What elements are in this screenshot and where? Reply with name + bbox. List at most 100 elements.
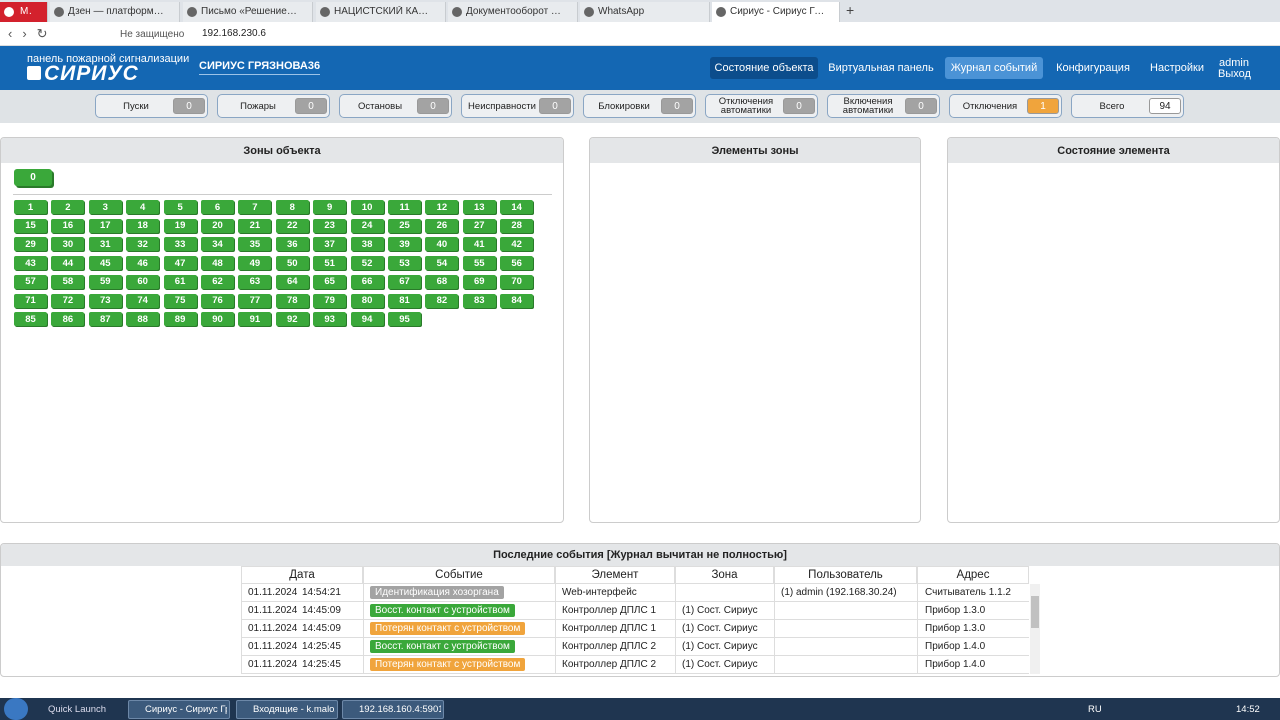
zone-button[interactable]: 77 — [238, 293, 272, 308]
zone-button[interactable]: 12 — [425, 200, 459, 214]
nav-buttons[interactable]: ‹›↻ — [8, 26, 58, 40]
zone-button[interactable]: 53 — [388, 256, 421, 271]
zone-button[interactable]: 51 — [313, 256, 347, 271]
zone-button[interactable]: 4 — [126, 200, 160, 214]
zone-group[interactable]: 0 — [14, 169, 52, 186]
zone-button[interactable]: 18 — [126, 218, 160, 233]
zone-button[interactable]: 70 — [500, 274, 534, 289]
counter[interactable]: Неисправности 0 — [461, 94, 574, 118]
zone-button[interactable]: 27 — [462, 218, 496, 233]
zone-button[interactable]: 82 — [425, 293, 459, 308]
zone-button[interactable]: 32 — [126, 237, 160, 252]
zone-button[interactable]: 43 — [14, 256, 47, 271]
zone-button[interactable]: 33 — [163, 237, 197, 252]
event-row[interactable] — [241, 638, 1029, 656]
nav-item[interactable]: Конфигурация — [1056, 62, 1130, 74]
zone-button[interactable]: 87 — [88, 312, 122, 327]
zone-button[interactable]: 49 — [238, 256, 272, 271]
zone-button[interactable]: 44 — [51, 256, 85, 271]
zone-button[interactable]: 16 — [51, 218, 85, 233]
zone-button[interactable]: 34 — [201, 237, 234, 252]
zone-button[interactable]: 2 — [51, 200, 85, 214]
counter[interactable]: Всего 94 — [1071, 94, 1184, 118]
zone-button[interactable]: 60 — [126, 274, 160, 289]
zone-button[interactable]: 37 — [313, 237, 347, 252]
event-row[interactable] — [241, 620, 1029, 638]
zone-button[interactable]: 94 — [350, 312, 384, 327]
column-header[interactable]: Дата — [241, 566, 363, 584]
zone-button[interactable]: 80 — [350, 293, 384, 308]
column-header[interactable]: Зона — [675, 566, 774, 584]
event-row[interactable] — [241, 584, 1029, 602]
browser-tab[interactable]: НАЦИСТСКИЙ КАРАТЕЛЬ — [316, 2, 446, 22]
browser-tab[interactable]: WhatsApp — [580, 2, 710, 22]
zone-button[interactable]: 13 — [462, 200, 496, 214]
zone-button[interactable]: 17 — [88, 218, 122, 233]
zone-button[interactable]: 86 — [51, 312, 85, 327]
zone-button[interactable]: 45 — [88, 256, 122, 271]
zone-button[interactable]: 52 — [350, 256, 384, 271]
column-header[interactable]: Событие — [363, 566, 555, 584]
zone-button[interactable]: 15 — [14, 218, 47, 233]
event-row[interactable] — [241, 656, 1029, 674]
zone-button[interactable]: 42 — [500, 237, 534, 252]
zone-button[interactable]: 90 — [201, 312, 234, 327]
scrollbar[interactable] — [1030, 584, 1040, 674]
zone-button[interactable]: 95 — [388, 312, 421, 327]
zone-button[interactable]: 26 — [425, 218, 459, 233]
nav-item[interactable]: Настройки — [1150, 62, 1204, 74]
zone-button[interactable]: 28 — [500, 218, 534, 233]
browser-tab[interactable]: Сириус - Сириус Грязнов — [712, 2, 840, 22]
browser-tab[interactable]: Документооборот государ — [448, 2, 578, 22]
zone-button[interactable]: 93 — [313, 312, 347, 327]
counter[interactable]: Отключения автоматики 0 — [705, 94, 818, 118]
zone-button[interactable]: 92 — [275, 312, 309, 327]
taskbar-item[interactable]: 192.168.160.4:5901 —... — [342, 700, 444, 719]
zone-button[interactable]: 35 — [238, 237, 272, 252]
zone-button[interactable]: 71 — [14, 293, 47, 308]
counter[interactable]: Отключения 1 — [949, 94, 1062, 118]
taskbar-item[interactable]: Сириус - Сириус Гр... — [128, 700, 230, 719]
zone-button[interactable]: 36 — [275, 237, 309, 252]
counter[interactable]: Пуски 0 — [95, 94, 208, 118]
zone-button[interactable]: 69 — [462, 274, 496, 289]
zone-button[interactable]: 7 — [238, 200, 272, 214]
zone-button[interactable]: 75 — [163, 293, 197, 308]
zone-button[interactable]: 58 — [51, 274, 85, 289]
zone-button[interactable]: 40 — [425, 237, 459, 252]
zone-button[interactable]: 6 — [201, 200, 234, 214]
zone-button[interactable]: 67 — [388, 274, 421, 289]
zone-button[interactable]: 9 — [313, 200, 347, 214]
zone-button[interactable]: 20 — [201, 218, 234, 233]
zone-button[interactable]: 19 — [163, 218, 197, 233]
zone-button[interactable]: 11 — [388, 200, 421, 214]
column-header[interactable]: Пользователь — [774, 566, 917, 584]
nav-item[interactable]: Состояние объекта — [710, 57, 818, 79]
zone-button[interactable]: 29 — [14, 237, 47, 252]
zone-button[interactable]: 88 — [126, 312, 160, 327]
taskbar-item[interactable]: Входящие - k.maloz... — [236, 700, 338, 719]
zone-button[interactable]: 47 — [163, 256, 197, 271]
zone-button[interactable]: 65 — [313, 274, 347, 289]
zone-button[interactable]: 85 — [14, 312, 47, 327]
zone-button[interactable]: 5 — [163, 200, 197, 214]
nav-item[interactable]: Журнал событий — [945, 57, 1043, 79]
zone-button[interactable]: 61 — [163, 274, 197, 289]
zone-button[interactable]: 23 — [313, 218, 347, 233]
zone-button[interactable]: 55 — [462, 256, 496, 271]
zone-button[interactable]: 78 — [275, 293, 309, 308]
zone-button[interactable]: 83 — [462, 293, 496, 308]
new-tab[interactable]: + — [846, 2, 855, 18]
zone-button[interactable]: 66 — [350, 274, 384, 289]
zone-button[interactable]: 41 — [462, 237, 496, 252]
zone-button[interactable]: 1 — [14, 200, 47, 214]
zone-button[interactable]: 63 — [238, 274, 272, 289]
counter[interactable]: Пожары 0 — [217, 94, 330, 118]
counter[interactable]: Включения автоматики 0 — [827, 94, 940, 118]
zone-button[interactable]: 22 — [275, 218, 309, 233]
column-header[interactable]: Элемент — [555, 566, 675, 584]
browser-menu[interactable]: Меню — [0, 2, 48, 22]
browser-tab[interactable]: Дзен — платформа для п — [50, 2, 180, 22]
zone-button[interactable]: 54 — [425, 256, 459, 271]
counter[interactable]: Остановы 0 — [339, 94, 452, 118]
